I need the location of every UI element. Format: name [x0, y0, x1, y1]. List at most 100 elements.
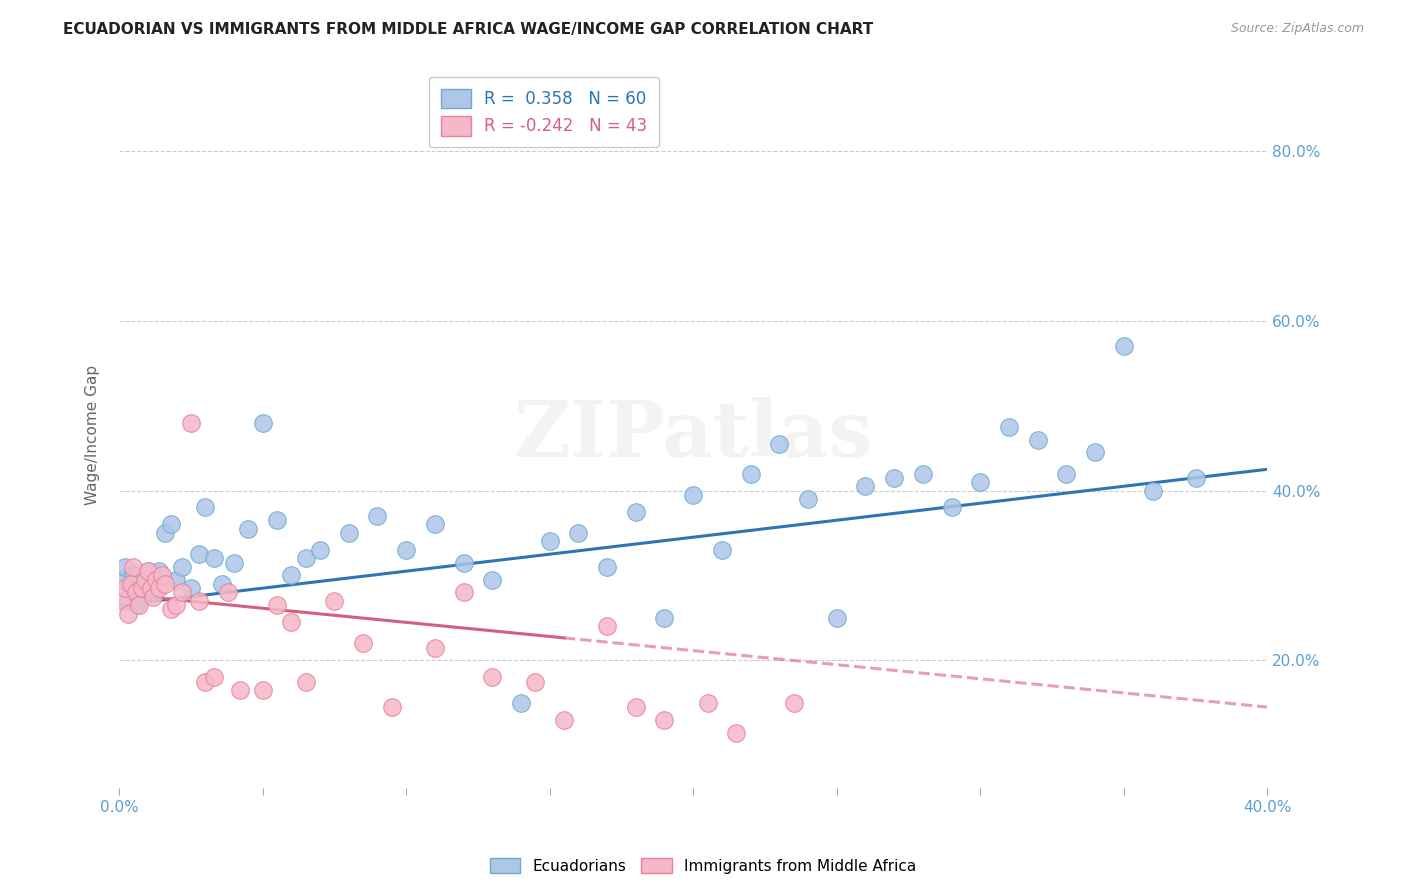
Point	[596, 560, 619, 574]
Point	[969, 475, 991, 489]
Point	[134, 573, 156, 587]
Point	[166, 598, 188, 612]
Point	[740, 467, 762, 481]
Point	[654, 611, 676, 625]
Point	[228, 683, 250, 698]
Point	[352, 636, 374, 650]
Point	[145, 573, 167, 587]
Point	[366, 508, 388, 523]
Point	[134, 573, 156, 587]
Point	[309, 543, 332, 558]
Point	[855, 479, 877, 493]
Point	[117, 607, 139, 621]
Point	[139, 577, 162, 591]
Point	[148, 581, 170, 595]
Point	[122, 568, 145, 582]
Point	[188, 547, 211, 561]
Point	[654, 713, 676, 727]
Point	[381, 700, 404, 714]
Point	[153, 525, 176, 540]
Text: Source: ZipAtlas.com: Source: ZipAtlas.com	[1230, 22, 1364, 36]
Point	[194, 500, 217, 515]
Point	[172, 560, 194, 574]
Point	[159, 602, 181, 616]
Point	[159, 517, 181, 532]
Point	[136, 564, 159, 578]
Point	[553, 713, 575, 727]
Point	[453, 585, 475, 599]
Point	[128, 598, 150, 612]
Point	[188, 594, 211, 608]
Point	[114, 581, 136, 595]
Legend: Ecuadorians, Immigrants from Middle Africa: Ecuadorians, Immigrants from Middle Afri…	[484, 852, 922, 880]
Point	[139, 581, 162, 595]
Point	[423, 640, 446, 655]
Point	[710, 543, 733, 558]
Point	[238, 522, 260, 536]
Point	[538, 534, 561, 549]
Point	[696, 696, 718, 710]
Point	[323, 594, 346, 608]
Point	[131, 581, 153, 595]
Point	[423, 517, 446, 532]
Point	[941, 500, 963, 515]
Point	[145, 581, 167, 595]
Point	[120, 581, 142, 595]
Point	[337, 525, 360, 540]
Point	[252, 416, 274, 430]
Point	[1184, 471, 1206, 485]
Point	[252, 683, 274, 698]
Point	[1054, 467, 1077, 481]
Point	[797, 491, 820, 506]
Point	[280, 615, 302, 629]
Point	[624, 700, 647, 714]
Point	[125, 598, 148, 612]
Point	[202, 670, 225, 684]
Point	[825, 611, 848, 625]
Point	[1112, 339, 1135, 353]
Point	[172, 585, 194, 599]
Point	[524, 674, 547, 689]
Point	[395, 543, 418, 558]
Point	[111, 573, 134, 587]
Point	[280, 568, 302, 582]
Y-axis label: Wage/Income Gap: Wage/Income Gap	[86, 365, 100, 506]
Point	[142, 590, 165, 604]
Point	[150, 568, 173, 582]
Point	[128, 581, 150, 595]
Point	[911, 467, 934, 481]
Point	[510, 696, 533, 710]
Point	[120, 577, 142, 591]
Point	[624, 505, 647, 519]
Point	[111, 594, 134, 608]
Point	[294, 674, 316, 689]
Point	[1142, 483, 1164, 498]
Point	[136, 564, 159, 578]
Point	[782, 696, 804, 710]
Point	[211, 577, 233, 591]
Point	[148, 564, 170, 578]
Point	[596, 619, 619, 633]
Point	[1026, 433, 1049, 447]
Point	[998, 419, 1021, 434]
Point	[266, 598, 288, 612]
Point	[266, 513, 288, 527]
Point	[567, 525, 589, 540]
Point	[725, 725, 748, 739]
Point	[122, 560, 145, 574]
Point	[481, 573, 503, 587]
Point	[114, 560, 136, 574]
Point	[180, 581, 202, 595]
Point	[202, 551, 225, 566]
Point	[481, 670, 503, 684]
Legend: R =  0.358   N = 60, R = -0.242   N = 43: R = 0.358 N = 60, R = -0.242 N = 43	[429, 77, 659, 147]
Point	[453, 556, 475, 570]
Point	[883, 471, 905, 485]
Point	[125, 585, 148, 599]
Point	[1084, 445, 1107, 459]
Point	[153, 577, 176, 591]
Point	[142, 585, 165, 599]
Point	[166, 573, 188, 587]
Point	[180, 416, 202, 430]
Point	[131, 590, 153, 604]
